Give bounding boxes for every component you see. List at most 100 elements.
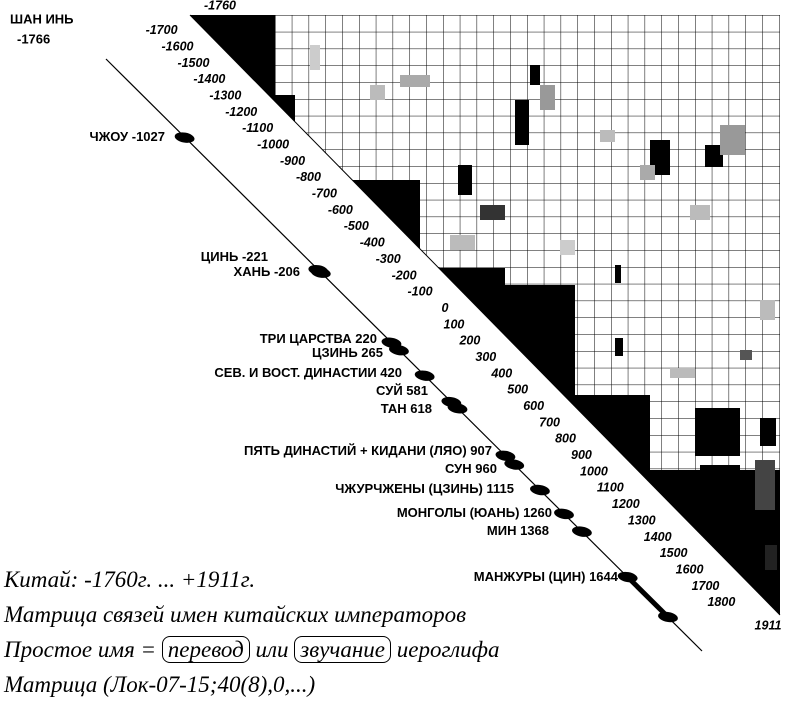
dynasty-label: ХАНЬ -206 xyxy=(234,264,300,279)
dynasty-name: СУЙ xyxy=(376,383,403,398)
matrix-diagonal xyxy=(189,14,781,616)
dynasty-marker xyxy=(174,132,195,143)
boxed-word: звучание xyxy=(294,636,392,663)
caption-line: Матрица (Лок-07-15;40(8),0,...) xyxy=(4,672,316,697)
dynasty-marker xyxy=(572,526,592,537)
dynasty-name: ТАН xyxy=(381,401,407,416)
dynasty-label: МАНЖУРЫ (ЦИН) 1644 xyxy=(474,569,619,584)
axis-tick-label: 1700 xyxy=(692,579,720,593)
dynasty-name: МАНЖУРЫ (ЦИН) xyxy=(474,569,586,584)
caption-line: Простое имя = перевод или звучание иерог… xyxy=(4,632,500,667)
dynasty-label: МОНГОЛЫ (ЮАНЬ) 1260 xyxy=(397,505,552,520)
dynasty-name: ЦЗИНЬ xyxy=(312,345,358,360)
axis-tick-label: 400 xyxy=(490,366,512,380)
dynasty-year: -221 xyxy=(242,249,268,264)
axis-tick-label: -1100 xyxy=(242,121,273,135)
axis-tick-label: -1000 xyxy=(257,138,289,152)
dynasty-year: 581 xyxy=(406,383,428,398)
dynasty-label: ЦИНЬ -221 xyxy=(201,249,268,264)
dynasty-name: СУН xyxy=(445,461,472,476)
axis-tick-label: 1600 xyxy=(676,562,704,576)
axis-tick-label: -1760 xyxy=(204,0,236,12)
dynasty-year: 1644 xyxy=(589,569,619,584)
dynasty-name: СЕВ. И ВОСТ. ДИНАСТИИ xyxy=(214,365,376,380)
axis-tick-label: -1400 xyxy=(193,72,225,86)
axis-tick-label: -1700 xyxy=(146,23,178,37)
axis-tick-label: 100 xyxy=(444,317,465,331)
dynasty-label: ТРИ ЦАРСТВА 220 xyxy=(260,331,377,346)
dynasty-year: 618 xyxy=(410,401,432,416)
dynasty-year: 1115 xyxy=(487,481,515,496)
end-marker xyxy=(658,611,678,623)
dynasty-marker xyxy=(554,508,574,520)
dynasty-marker xyxy=(530,484,550,496)
caption-text: Простое имя = xyxy=(4,637,157,662)
dynasty-year: -206 xyxy=(274,264,300,279)
dynasty-label: СУЙ 581 xyxy=(376,383,428,398)
dynasty-name: ХАНЬ xyxy=(234,264,271,279)
axis-tick-label: -600 xyxy=(328,203,353,217)
axis-tick-label: 900 xyxy=(571,448,592,462)
axis-tick-label: -1200 xyxy=(225,105,257,119)
axis-tick-label: 200 xyxy=(458,334,480,348)
dynasty-marker xyxy=(495,450,516,462)
axis-tick-label: -1500 xyxy=(177,56,209,70)
dynasty-name: МИН xyxy=(487,523,517,538)
dynasty-name: ПЯТЬ ДИНАСТИЙ + КИДАНИ (ЛЯО) xyxy=(244,443,467,458)
dynasty-year: -1027 xyxy=(132,129,165,144)
dynasty-year: 220 xyxy=(355,331,377,346)
dynasty-name: ТРИ ЦАРСТВА xyxy=(260,331,353,346)
caption: Китай: -1760г. ... +1911г. Матрица связе… xyxy=(4,562,500,701)
dynasty-year: 1260 xyxy=(523,505,552,520)
axis-tick-label: 1500 xyxy=(660,546,688,560)
dynasty-marker xyxy=(389,344,409,356)
dynasty-label: МИН 1368 xyxy=(487,523,549,538)
axis-tick-label: 500 xyxy=(507,383,528,397)
axis-tick-label: 300 xyxy=(475,350,496,364)
dynasty-year: 420 xyxy=(380,365,402,380)
dynasty-marker xyxy=(414,370,435,381)
axis-tick-label: -100 xyxy=(408,285,433,299)
axis-tick-label: -700 xyxy=(312,187,337,201)
axis-tick-label: -400 xyxy=(360,236,385,250)
axis-tick-label: 1000 xyxy=(580,464,608,478)
axis-tick-label: -800 xyxy=(296,170,321,184)
dynasty-marker xyxy=(447,403,468,414)
matrix-spots xyxy=(310,45,777,570)
dynasty-label: ЧЖУРЧЖЕНЫ (ЦЗИНЬ) 1115 xyxy=(335,481,514,496)
axis-tick-label: 1911 xyxy=(755,618,782,632)
dynasty-label: ПЯТЬ ДИНАСТИЙ + КИДАНИ (ЛЯО) 907 xyxy=(244,443,492,458)
axis-tick-label: 700 xyxy=(539,415,560,429)
dynasty-label: СУН 960 xyxy=(445,461,497,476)
axis-tick-label: -900 xyxy=(280,154,305,168)
dynasty-name: МОНГОЛЫ (ЮАНЬ) xyxy=(397,505,520,520)
axis-tick-label: 1300 xyxy=(628,513,656,527)
boxed-word: перевод xyxy=(161,636,250,663)
caption-line: Китай: -1760г. ... +1911г. xyxy=(4,567,256,592)
corner-name: ШАН ИНЬ xyxy=(10,11,74,26)
dynasty-year: 1368 xyxy=(520,523,549,538)
axis-tick-label: -300 xyxy=(376,252,401,266)
caption-text: иероглифа xyxy=(396,637,500,662)
dynasty-name: ЦИНЬ xyxy=(201,249,239,264)
dynasty-label: ЧЖОУ -1027 xyxy=(90,129,165,144)
axis-tick-label: 1100 xyxy=(597,481,624,495)
dynasty-year: 265 xyxy=(361,345,383,360)
dynasty-marker xyxy=(310,267,331,278)
axis-tick-label: 1200 xyxy=(612,497,640,511)
dynasty-name: ЧЖУРЧЖЕНЫ (ЦЗИНЬ) xyxy=(335,481,483,496)
dynasty-marker xyxy=(504,459,525,470)
caption-line: Матрица связей имен китайских императоро… xyxy=(4,602,467,627)
axis-tick-label: 600 xyxy=(523,399,544,413)
dynasty-label: СЕВ. И ВОСТ. ДИНАСТИИ 420 xyxy=(214,365,402,380)
dynasty-year: 907 xyxy=(470,443,492,458)
axis-tick-label: 1800 xyxy=(707,595,735,609)
axis-tick-label: 1400 xyxy=(644,530,672,544)
axis-tick-label: -500 xyxy=(344,219,369,233)
dynasty-name: ЧЖОУ xyxy=(90,129,130,144)
caption-text: или xyxy=(255,637,289,662)
dynasty-label: ЦЗИНЬ 265 xyxy=(312,345,383,360)
corner-year: -1766 xyxy=(17,31,50,46)
